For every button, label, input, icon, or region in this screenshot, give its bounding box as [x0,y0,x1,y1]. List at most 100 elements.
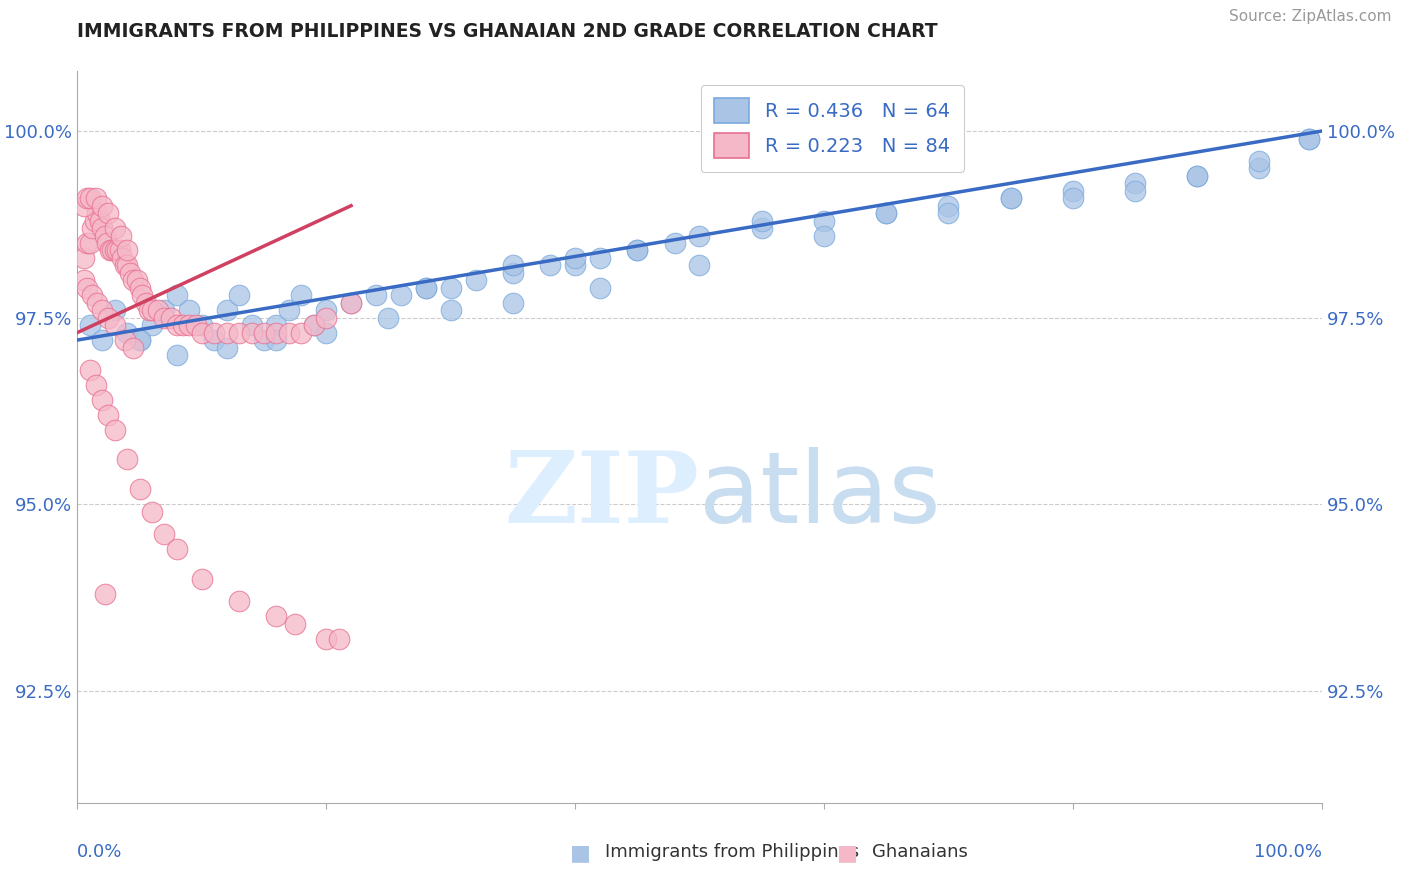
Point [464,273,486,287]
Point [315,310,337,325]
Point [111,251,134,265]
Point [266,333,288,347]
Point [340,295,363,310]
Point [315,326,337,340]
Point [302,318,325,332]
Point [76,191,98,205]
Point [502,266,524,280]
Point [141,303,163,318]
Point [122,341,145,355]
Point [104,244,127,258]
Point [440,303,463,318]
Point [502,295,524,310]
Point [115,244,138,258]
Point [97,310,120,325]
Point [1298,131,1320,145]
Point [240,326,263,340]
Point [128,333,150,347]
Point [266,326,288,340]
Point [415,281,437,295]
Point [290,326,312,340]
Point [96,235,118,250]
Point [86,295,108,310]
Point [277,303,299,318]
Point [266,318,288,332]
Point [389,288,412,302]
Point [91,392,114,407]
Point [86,206,108,220]
Point [751,213,773,227]
Point [128,333,150,347]
Point [191,572,214,586]
Point [166,348,188,362]
Point [159,310,181,325]
Point [664,235,686,250]
Point [141,318,163,332]
Text: ■: ■ [569,843,591,863]
Point [138,303,160,318]
Point [875,206,897,220]
Point [97,408,120,422]
Point [84,377,107,392]
Point [91,221,114,235]
Point [240,318,263,332]
Point [72,199,94,213]
Point [813,228,835,243]
Point [166,318,188,332]
Text: ■: ■ [837,843,858,863]
Point [184,318,207,332]
Point [89,213,111,227]
Point [1249,153,1271,168]
Point [104,423,127,437]
Point [328,632,350,646]
Point [125,273,148,287]
Point [101,244,124,258]
Point [104,303,127,318]
Point [253,333,276,347]
Point [128,281,150,295]
Point [76,235,98,250]
Point [122,273,145,287]
Point [502,259,524,273]
Point [875,206,897,220]
Point [98,244,121,258]
Point [110,228,132,243]
Point [302,318,325,332]
Point [689,228,711,243]
Point [135,295,157,310]
Point [104,221,127,235]
Point [564,251,586,265]
Point [172,318,194,332]
Point [228,326,250,340]
Point [253,326,276,340]
Point [82,288,104,302]
Point [340,295,363,310]
Point [1062,191,1084,205]
Point [114,333,136,347]
Text: atlas: atlas [700,447,941,544]
Legend: R = 0.436   N = 64, R = 0.223   N = 84: R = 0.436 N = 64, R = 0.223 N = 84 [700,85,963,171]
Point [1062,184,1084,198]
Point [938,206,960,220]
Point [1187,169,1209,183]
Point [115,452,138,467]
Point [215,303,238,318]
Point [91,199,114,213]
Point [93,228,115,243]
Text: IMMIGRANTS FROM PHILIPPINES VS GHANAIAN 2ND GRADE CORRELATION CHART: IMMIGRANTS FROM PHILIPPINES VS GHANAIAN … [77,22,938,41]
Point [114,259,136,273]
Point [277,326,299,340]
Point [148,303,170,318]
Text: Ghanaians: Ghanaians [872,843,967,861]
Point [415,281,437,295]
Point [202,333,225,347]
Point [191,318,214,332]
Point [626,244,648,258]
Text: 0.0%: 0.0% [77,843,122,861]
Point [1123,184,1146,198]
Point [79,235,101,250]
Point [1187,169,1209,183]
Point [813,213,835,227]
Point [131,288,153,302]
Point [228,288,250,302]
